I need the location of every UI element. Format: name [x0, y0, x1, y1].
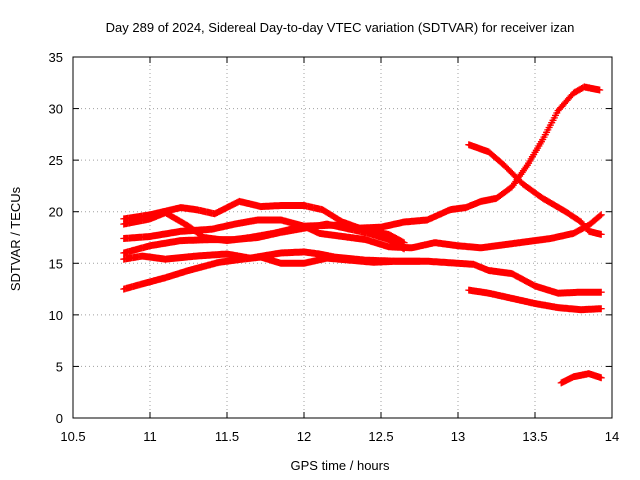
series-track-i — [557, 370, 605, 387]
series-track-b — [120, 83, 604, 245]
x-tick-labels: 10.5 11 11.5 12 12.5 13 13.5 14 — [60, 429, 619, 444]
x-tick-label: 13.5 — [522, 429, 547, 444]
y-tick-label: 25 — [49, 153, 63, 168]
series-markers — [120, 220, 408, 257]
y-axis-label: SDTVAR / TECUs — [8, 186, 23, 291]
x-tick-label: 13 — [451, 429, 465, 444]
y-tick-label: 35 — [49, 50, 63, 65]
x-axis-label: GPS time / hours — [291, 458, 390, 473]
series-markers — [465, 286, 605, 314]
series-markers — [120, 253, 423, 293]
y-tick-label: 10 — [49, 308, 63, 323]
x-tick-label: 12.5 — [368, 429, 393, 444]
chart-title: Day 289 of 2024, Sidereal Day-to-day VTE… — [106, 20, 575, 35]
y-tick-label: 20 — [49, 205, 63, 220]
plot-frame — [72, 56, 613, 419]
x-tick-label: 11.5 — [215, 429, 239, 444]
series-markers — [120, 211, 605, 252]
x-tick-label: 12 — [297, 429, 311, 444]
series-markers — [120, 83, 604, 245]
x-tick-label: 11 — [143, 429, 157, 444]
series-track-d — [120, 220, 408, 257]
series-track-c — [120, 211, 605, 252]
x-tick-label: 10.5 — [60, 429, 85, 444]
y-tick-labels: 0 5 10 15 20 25 30 35 — [49, 50, 63, 426]
series-markers — [465, 141, 605, 238]
y-tick-label: 5 — [56, 359, 63, 374]
series-markers — [557, 370, 605, 387]
series-track-g — [465, 141, 605, 238]
x-tick-label: 14 — [605, 429, 619, 444]
data-points — [120, 83, 605, 387]
axis-ticks — [72, 56, 613, 419]
series-track-f — [120, 253, 423, 293]
y-tick-label: 15 — [49, 256, 63, 271]
y-tick-label: 30 — [49, 102, 63, 117]
series-track-h — [465, 286, 605, 314]
y-tick-label: 0 — [56, 411, 63, 426]
